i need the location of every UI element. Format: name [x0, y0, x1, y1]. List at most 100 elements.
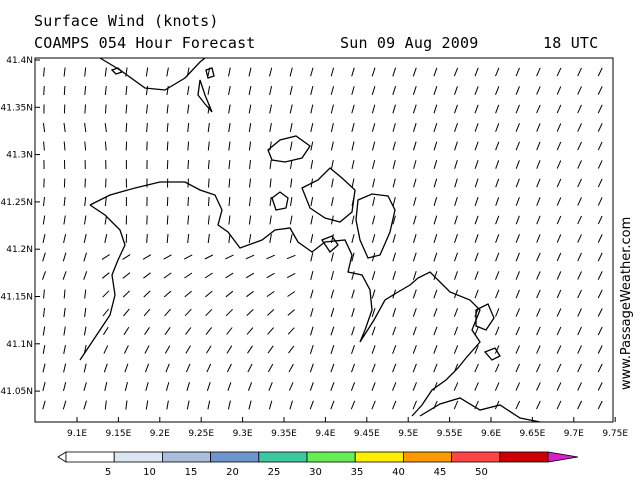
- wind-barb: [474, 234, 479, 243]
- wind-barb: [577, 326, 582, 336]
- wind-barb: [145, 67, 149, 77]
- wind-barb: [494, 382, 500, 391]
- wind-barb: [249, 159, 251, 170]
- wind-barb: [309, 382, 314, 391]
- scale-label: 10: [143, 467, 156, 478]
- wind-barb: [515, 363, 521, 373]
- wind-barb: [495, 104, 500, 114]
- wind-barb: [207, 141, 210, 151]
- wind-barb: [371, 252, 376, 262]
- wind-barb: [185, 327, 192, 335]
- wind-barb: [597, 289, 603, 299]
- wind-barb: [228, 196, 231, 207]
- wind-barb: [351, 345, 355, 354]
- wind-barb: [351, 67, 355, 77]
- longitude-label: 9.15E: [106, 429, 132, 439]
- wind-barb: [536, 141, 541, 151]
- wind-barb: [433, 308, 438, 317]
- wind-barb: [413, 215, 417, 225]
- longitude-label: 9.35E: [271, 429, 297, 439]
- wind-barb: [104, 196, 107, 207]
- wind-barb: [228, 67, 231, 77]
- wind-barb: [166, 233, 169, 244]
- wind-barb: [372, 159, 376, 170]
- wind-barb: [184, 308, 192, 317]
- wind-barb: [556, 160, 562, 169]
- wind-barb: [286, 272, 296, 279]
- wind-barb: [330, 308, 335, 317]
- wind-barb: [225, 308, 233, 317]
- wind-barb: [248, 123, 252, 132]
- wind-barb: [83, 344, 87, 355]
- scale-arrow-right: [547, 451, 579, 463]
- wind-barb: [454, 141, 458, 151]
- wind-barb: [515, 252, 520, 262]
- wind-barb: [536, 363, 541, 373]
- wind-barb: [186, 382, 190, 391]
- wind-barb: [515, 215, 520, 225]
- wind-barb: [289, 122, 293, 133]
- coastline-island: [475, 303, 495, 331]
- wind-barb: [536, 308, 541, 317]
- wind-barb: [289, 85, 293, 96]
- wind-barb: [125, 400, 128, 410]
- wind-barb: [556, 382, 562, 391]
- wind-barb: [63, 141, 66, 151]
- wind-barb: [62, 271, 67, 280]
- wind-barb: [597, 197, 603, 206]
- wind-barb: [433, 123, 438, 132]
- wind-barb: [206, 345, 212, 354]
- wind-barb: [536, 252, 541, 262]
- wind-barb: [413, 234, 417, 243]
- wind-barb: [371, 400, 376, 410]
- wind-barb: [371, 67, 376, 77]
- wind-barb: [597, 345, 603, 354]
- wind-barb: [577, 104, 582, 114]
- wind-barb: [63, 381, 67, 392]
- wind-barb: [536, 345, 541, 354]
- wind-barb: [102, 308, 109, 317]
- wind-barb: [351, 363, 355, 373]
- wind-barb: [412, 308, 417, 317]
- wind-barb: [83, 363, 87, 373]
- wind-barb: [392, 382, 397, 391]
- wind-barb: [372, 196, 376, 207]
- wind-barb: [330, 270, 334, 281]
- wind-barb: [62, 400, 67, 410]
- wind-barb: [228, 104, 231, 114]
- wind-barb: [413, 123, 417, 132]
- wind-barb: [392, 123, 396, 132]
- wind-barb: [187, 233, 190, 244]
- wind-barb: [474, 252, 479, 262]
- wind-barb: [146, 104, 148, 114]
- wind-barb: [515, 345, 521, 354]
- wind-barb: [433, 234, 438, 243]
- wind-barb: [454, 197, 458, 206]
- wind-barb: [245, 272, 255, 279]
- longitude-label: 9.4E: [315, 429, 335, 439]
- wind-barb: [515, 382, 521, 391]
- wind-barb: [330, 86, 335, 95]
- wind-barb: [331, 196, 334, 207]
- wind-barb: [309, 400, 314, 410]
- wind-barb: [63, 307, 66, 318]
- coastline-island: [271, 191, 289, 211]
- wind-barb: [495, 197, 500, 206]
- wind-barb: [289, 141, 293, 151]
- wind-barb: [187, 86, 190, 95]
- scale-swatch: [451, 451, 501, 463]
- wind-barb: [287, 327, 295, 335]
- wind-barb: [105, 104, 107, 114]
- wind-barb: [556, 308, 562, 317]
- wind-barb: [145, 382, 149, 391]
- wind-barb: [392, 234, 396, 243]
- wind-barb: [536, 178, 541, 188]
- wind-barb: [412, 252, 417, 262]
- wind-barb: [536, 289, 541, 299]
- wind-barb: [392, 271, 396, 280]
- latitude-label: 41.2N: [6, 245, 33, 255]
- wind-barb: [371, 308, 376, 317]
- wind-barb: [515, 326, 521, 336]
- wind-barb: [122, 290, 130, 298]
- scale-swatch: [65, 451, 115, 463]
